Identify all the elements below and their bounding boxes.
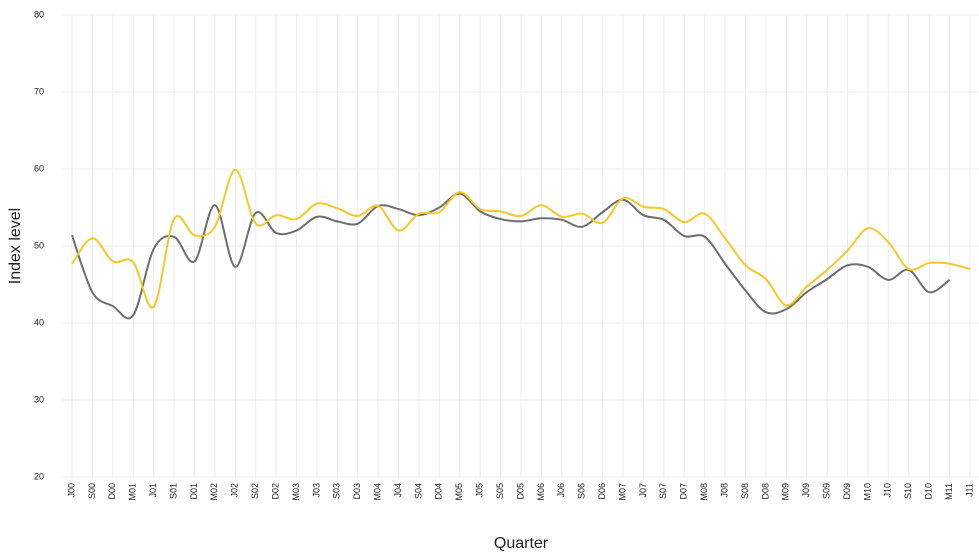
y-tick-label: 20	[34, 471, 44, 481]
x-tick-label: D01	[189, 483, 199, 500]
x-tick-label: S04	[413, 483, 423, 499]
x-tick-label: M08	[699, 483, 709, 501]
x-tick-label: D00	[107, 483, 117, 500]
x-tick-label: S02	[250, 483, 260, 499]
x-tick-label: D02	[270, 483, 280, 500]
x-tick-label: M01	[128, 483, 138, 501]
x-tick-label: S05	[495, 483, 505, 499]
x-tick-label: M11	[944, 483, 954, 500]
x-tick-label: J08	[719, 483, 729, 498]
x-tick-label: M05	[454, 483, 464, 501]
x-axis-title: Quarter	[494, 535, 549, 552]
x-tick-label: D10	[924, 483, 934, 500]
series-line	[71, 192, 951, 320]
x-tick-label: J05	[475, 483, 485, 498]
y-tick-label: 30	[34, 394, 44, 404]
x-tick-label: S10	[903, 483, 913, 499]
x-tick-label: J07	[638, 483, 648, 498]
x-tick-label: M09	[781, 483, 791, 501]
x-tick-label: M10	[862, 483, 872, 501]
x-tick-label: J10	[883, 483, 893, 498]
y-tick-label: 80	[34, 9, 44, 19]
x-tick-label: S08	[740, 483, 750, 499]
x-tick-label: D04	[434, 483, 444, 500]
x-tick-label: S03	[332, 483, 342, 499]
x-tick-label: D09	[842, 483, 852, 500]
x-tick-label: J03	[311, 483, 321, 498]
y-axis-title: Index level	[7, 208, 24, 285]
y-tick-label: 50	[34, 240, 44, 250]
x-tick-label: M03	[291, 483, 301, 501]
x-tick-label: J04	[393, 483, 403, 498]
x-tick-label: D06	[597, 483, 607, 500]
x-tick-label: D07	[679, 483, 689, 500]
y-tick-label: 60	[34, 163, 44, 173]
x-tick-label: J06	[556, 483, 566, 498]
y-tick-label: 70	[34, 86, 44, 96]
x-tick-label: M06	[536, 483, 546, 501]
x-tick-label: D08	[760, 483, 770, 500]
x-tick-label: J11	[964, 483, 974, 497]
x-tick-label: J00	[66, 483, 76, 498]
x-tick-label: D03	[352, 483, 362, 500]
x-tick-label: J02	[230, 483, 240, 498]
x-tick-label: M07	[617, 483, 627, 501]
x-tick-label: S09	[822, 483, 832, 499]
series-line	[71, 168, 971, 309]
x-tick-label: S06	[577, 483, 587, 499]
x-tick-label: M02	[209, 483, 219, 501]
x-tick-label: J09	[801, 483, 811, 498]
x-tick-label: S01	[168, 483, 178, 499]
x-tick-label: S00	[87, 483, 97, 499]
x-tick-label: S07	[658, 483, 668, 499]
x-tick-label: D05	[515, 483, 525, 500]
y-tick-label: 40	[34, 317, 44, 327]
x-tick-label: J01	[148, 483, 158, 498]
x-tick-label: M04	[373, 483, 383, 501]
